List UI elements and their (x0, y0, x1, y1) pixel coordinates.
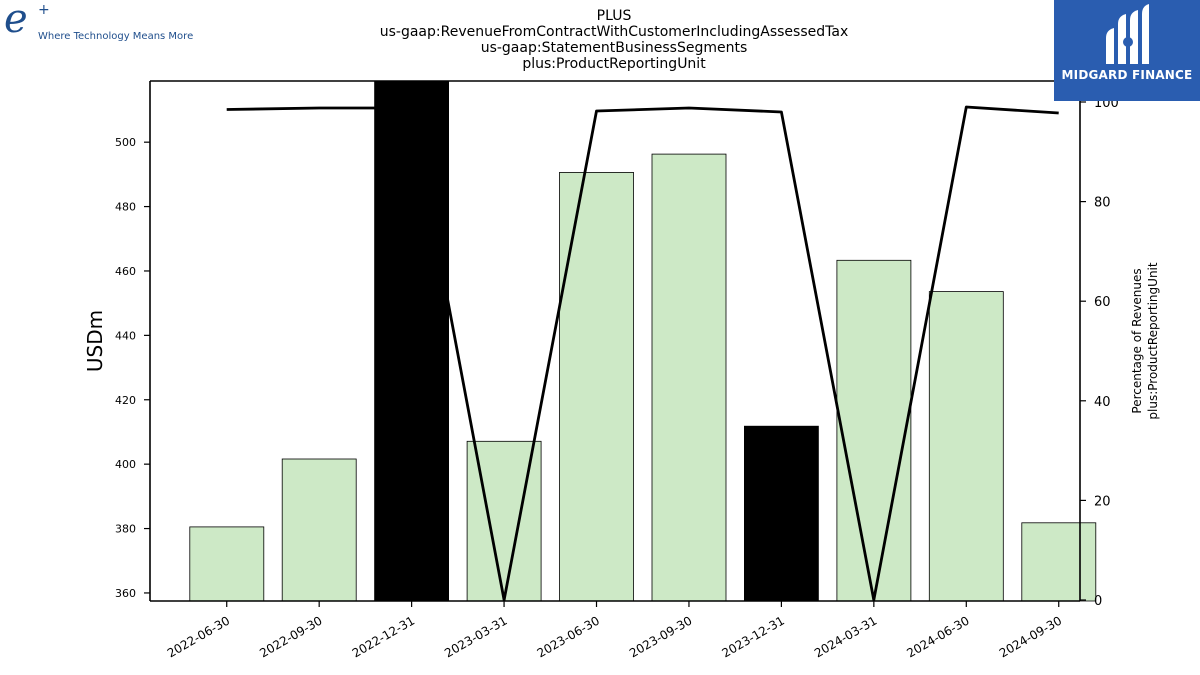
x-tick-label: 2024-03-31 (812, 613, 879, 660)
bar (744, 425, 819, 602)
eplus-logo-plus: + (38, 2, 50, 18)
bar (559, 171, 634, 602)
midgard-finance-logo: MIDGARD FINANCE (1054, 0, 1200, 101)
x-tick-label: 2023-12-31 (719, 613, 786, 660)
x-tick-label: 2023-06-30 (535, 613, 602, 660)
eplus-logo-tagline: Where Technology Means More (38, 31, 194, 42)
bar (281, 458, 357, 602)
x-tick-label: 2024-09-30 (997, 613, 1064, 660)
x-tick-label: 2024-06-30 (904, 613, 971, 660)
chart-title-line: us-gaap:RevenueFromContractWithCustomerI… (380, 24, 849, 40)
y-tick-label: 360 (115, 587, 136, 600)
y-tick-label: 460 (115, 265, 136, 278)
eplus-logo-mark: e (4, 0, 28, 42)
y-tick-label: 480 (115, 201, 136, 214)
y-tick-label: 500 (115, 136, 136, 149)
y2-tick-label: 80 (1094, 196, 1111, 211)
y-tick-label: 380 (115, 523, 136, 536)
chart-title-line: PLUS (597, 8, 632, 24)
percentage-line (226, 105, 1059, 602)
y-tick-label: 400 (115, 458, 136, 471)
y2-axis-label: Percentage of Revenues (1130, 268, 1144, 413)
y-tick-label: 440 (115, 329, 136, 342)
midgard-logo-text: MIDGARD FINANCE (1061, 68, 1193, 82)
bar-series (189, 80, 1097, 602)
chart-title: PLUSus-gaap:RevenueFromContractWithCusto… (380, 8, 849, 72)
percentage-line-series (226, 105, 1059, 602)
y-tick-label: 420 (115, 394, 136, 407)
bar (189, 526, 265, 602)
chart-title-line: us-gaap:StatementBusinessSegments (481, 40, 748, 56)
bar (928, 291, 1004, 602)
x-tick-label: 2023-03-31 (442, 613, 509, 660)
y2-axis-label: plus:ProductReportingUnit (1146, 262, 1160, 419)
x-tick-label: 2023-09-30 (627, 613, 694, 660)
bar (1021, 522, 1097, 602)
x-tick-label: 2022-12-31 (350, 613, 417, 660)
eplus-logo: e + Where Technology Means More (4, 0, 204, 48)
x-tick-label: 2022-09-30 (257, 613, 324, 660)
x-tick-label: 2022-06-30 (165, 613, 232, 660)
chart-title-line: plus:ProductReportingUnit (522, 56, 706, 72)
y2-tick-label: 60 (1094, 295, 1111, 310)
y2-tick-label: 20 (1094, 494, 1111, 509)
bar (651, 153, 727, 602)
bar (836, 259, 912, 602)
y2-tick-label: 40 (1094, 395, 1111, 410)
midgard-logo-icon (1106, 4, 1149, 64)
bar (374, 80, 450, 602)
y-axis-label: USDm (83, 310, 107, 372)
y2-tick-label: 0 (1094, 594, 1102, 609)
